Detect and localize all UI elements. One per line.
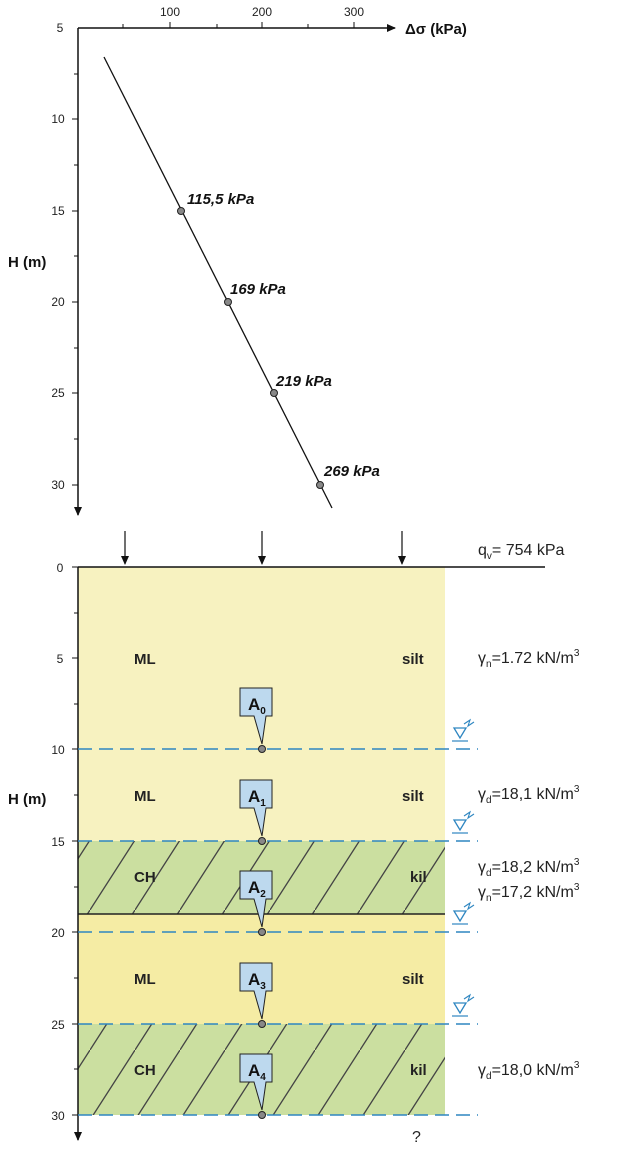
point-A4: A4 [239,1053,273,1119]
stress-value-label: 115,5 kPa [187,191,254,208]
layer-code: CH [134,869,156,886]
water-table-lines [78,748,478,1116]
x-tick-label: 200 [252,5,272,19]
stress-point [177,207,185,215]
top-x-ticks: 100 200 300 [122,5,364,28]
stress-point [316,481,324,489]
y-tick-label: 30 [51,1109,65,1123]
y-tick-label: 5 [57,652,64,666]
water-table-icon [452,993,475,1017]
unit-weight-label: γd=18,0 kN/m3 [478,1060,580,1082]
stress-value-label: 269 kPa [323,463,380,480]
layer-name: silt [402,651,424,668]
y-tick-label: 10 [51,743,65,757]
top-x-axis-label: Δσ (kPa) [405,21,467,38]
point-label: A4 [248,1061,266,1083]
y-tick-label: 0 [57,561,64,575]
water-table-icon [452,810,475,834]
point-label: A3 [248,970,266,992]
layer-name: kil [410,869,427,886]
bottom-y-ticks: 0 5 10 15 20 25 30 [51,561,78,1123]
point-A3: A3 [239,962,273,1028]
top-y-axis-label: H (m) [8,254,46,271]
layer-code: ML [134,651,156,668]
water-table-icon [452,901,475,925]
load-label: qv= 754 kPa [478,542,565,562]
layer-name: silt [402,971,424,988]
y-tick-label: 10 [51,112,65,126]
y-tick-label: 20 [51,295,65,309]
x-tick-label: 300 [344,5,364,19]
layer-code: ML [134,971,156,988]
y-tick-label: 25 [51,386,65,400]
x-tick-label: 100 [160,5,180,19]
stress-point [224,298,232,306]
unit-weight-label: γd=18,2 kN/m3 [478,857,580,879]
soil-profile: qv= 754 kPa 0 5 10 15 20 25 30 H (m) [8,531,580,1146]
unknown-mark: ? [412,1129,421,1146]
stress-depth-chart: 100 200 300 Δσ (kPa) 5 10 15 20 25 30 H … [8,5,467,516]
layer-code: CH [134,1062,156,1079]
y-tick-label: 5 [57,21,64,35]
unit-weight-label: γn=1.72 kN/m3 [478,648,580,670]
point-label: A2 [248,878,266,900]
y-tick-label: 25 [51,1018,65,1032]
bottom-y-axis-label: H (m) [8,791,46,808]
point-label: A0 [248,695,266,717]
unit-weight-label: γd=18,1 kN/m3 [478,784,580,806]
point-label: A1 [248,787,266,809]
y-tick-label: 20 [51,926,65,940]
stress-value-label: 219 kPa [275,373,332,390]
water-table-icon [452,718,475,742]
stress-line [103,56,333,509]
stress-value-label: 169 kPa [230,281,286,298]
layer-code: ML [134,788,156,805]
point-A2: A2 [239,870,273,936]
layer-name: silt [402,788,424,805]
stress-point [270,389,278,397]
y-tick-label: 15 [51,835,65,849]
layer-name: kil [410,1062,427,1079]
y-tick-label: 30 [51,478,65,492]
y-tick-label: 15 [51,204,65,218]
top-y-ticks: 5 10 15 20 25 30 [51,21,78,492]
point-A0: A0 [239,687,273,753]
point-A1: A1 [239,779,273,845]
unit-weight-label: γn=17,2 kN/m3 [478,882,580,904]
